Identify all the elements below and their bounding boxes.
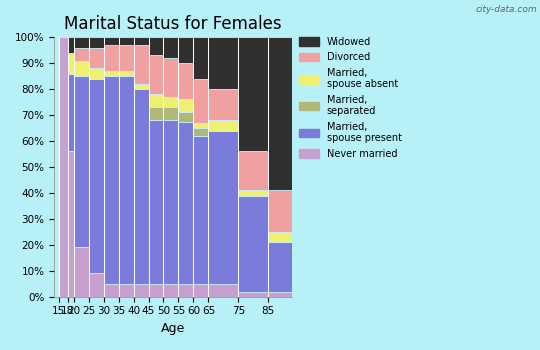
Bar bbox=[268, 242, 292, 292]
Bar bbox=[164, 37, 178, 58]
Bar bbox=[164, 107, 178, 120]
Bar bbox=[59, 37, 68, 297]
Bar bbox=[148, 284, 164, 297]
Bar bbox=[208, 89, 238, 120]
Bar bbox=[133, 37, 148, 45]
Bar bbox=[208, 37, 238, 89]
Bar bbox=[178, 99, 193, 112]
Bar bbox=[164, 97, 178, 107]
Bar bbox=[208, 131, 238, 284]
Bar bbox=[268, 37, 292, 190]
Bar bbox=[89, 48, 104, 69]
Bar bbox=[193, 123, 208, 128]
Bar bbox=[193, 37, 208, 79]
Bar bbox=[104, 37, 119, 45]
Bar bbox=[68, 37, 73, 53]
Bar bbox=[89, 37, 104, 48]
Bar bbox=[89, 69, 104, 79]
Bar bbox=[119, 71, 133, 76]
Bar bbox=[238, 152, 268, 190]
Bar bbox=[268, 292, 292, 297]
Bar bbox=[133, 84, 148, 89]
Bar bbox=[268, 232, 292, 242]
Bar bbox=[119, 45, 133, 71]
Text: city-data.com: city-data.com bbox=[476, 5, 537, 14]
Bar bbox=[73, 76, 89, 247]
Bar bbox=[193, 128, 208, 136]
Bar bbox=[133, 45, 148, 84]
Legend: Widowed, Divorced, Married,
spouse absent, Married,
separated, Married,
spouse p: Widowed, Divorced, Married, spouse absen… bbox=[300, 37, 402, 159]
Bar bbox=[238, 196, 268, 292]
Bar bbox=[178, 112, 193, 122]
Bar bbox=[73, 61, 89, 76]
Bar bbox=[119, 284, 133, 297]
Bar bbox=[164, 58, 178, 97]
Bar bbox=[68, 152, 73, 297]
Bar bbox=[268, 190, 292, 232]
Bar bbox=[73, 247, 89, 297]
X-axis label: Age: Age bbox=[161, 322, 185, 335]
Bar bbox=[104, 76, 119, 284]
Bar bbox=[178, 284, 193, 297]
Bar bbox=[164, 284, 178, 297]
Bar bbox=[193, 136, 208, 284]
Bar bbox=[178, 63, 193, 99]
Bar bbox=[73, 37, 89, 48]
Bar bbox=[164, 120, 178, 284]
Bar bbox=[119, 37, 133, 45]
Bar bbox=[68, 74, 73, 152]
Bar bbox=[193, 79, 208, 123]
Bar bbox=[148, 56, 164, 94]
Bar bbox=[104, 71, 119, 76]
Bar bbox=[119, 76, 133, 284]
Bar bbox=[133, 89, 148, 284]
Bar bbox=[178, 37, 193, 63]
Bar bbox=[148, 94, 164, 107]
Bar bbox=[193, 284, 208, 297]
Bar bbox=[89, 79, 104, 273]
Bar bbox=[238, 292, 268, 297]
Bar bbox=[178, 122, 193, 284]
Bar bbox=[89, 273, 104, 297]
Bar bbox=[148, 107, 164, 120]
Bar bbox=[104, 45, 119, 71]
Bar bbox=[208, 284, 238, 297]
Bar bbox=[238, 190, 268, 196]
Bar bbox=[238, 37, 268, 152]
Bar bbox=[68, 53, 73, 74]
Bar bbox=[133, 284, 148, 297]
Bar bbox=[73, 48, 89, 61]
Title: Marital Status for Females: Marital Status for Females bbox=[64, 15, 282, 33]
Bar bbox=[208, 120, 238, 131]
Bar bbox=[148, 37, 164, 56]
Bar bbox=[148, 120, 164, 284]
Bar bbox=[104, 284, 119, 297]
